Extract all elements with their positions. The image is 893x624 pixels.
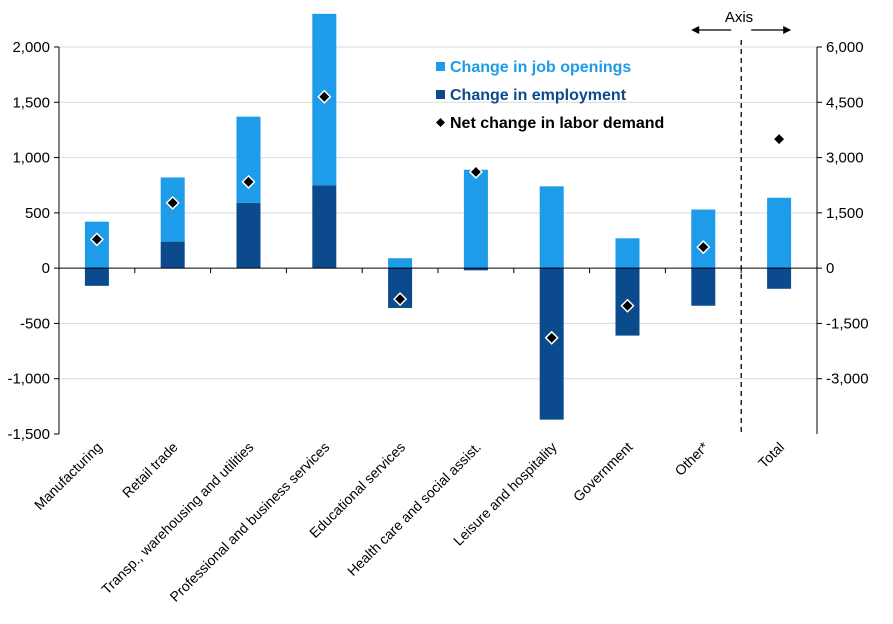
- left-tick-label: 1,500: [12, 94, 50, 111]
- legend-label-net: Net change in labor demand: [450, 115, 664, 132]
- bar-openings-6: [539, 186, 564, 269]
- bar-openings-7: [615, 238, 640, 269]
- legend: Change in job openings Change in employme…: [436, 59, 664, 132]
- bar-employment-1: [160, 241, 185, 269]
- right-axis-ticks: 6,000 4,500 3,000 1,500 0 -1,500 -3,000: [817, 39, 869, 388]
- category-label: Total: [755, 439, 787, 471]
- category-label: Retail trade: [119, 439, 181, 501]
- bar-openings-4: [388, 258, 413, 269]
- right-tick-label: 3,000: [826, 150, 864, 167]
- axis-annotation: Axis: [725, 9, 753, 26]
- right-tick-label: 6,000: [826, 39, 864, 56]
- markers: [89, 89, 787, 345]
- axis-arrowhead-right: [783, 26, 792, 34]
- marker-net-8: [696, 240, 711, 255]
- right-tick-label: -1,500: [826, 315, 869, 332]
- left-tick-label: 500: [25, 205, 50, 222]
- bar-openings-2: [236, 116, 261, 203]
- right-tick-label: 1,500: [826, 205, 864, 222]
- left-tick-label: -1,500: [7, 426, 50, 443]
- legend-label-openings: Change in job openings: [450, 59, 631, 76]
- right-tick-label: -3,000: [826, 371, 869, 388]
- left-tick-label: 0: [42, 260, 50, 277]
- category-label: Manufacturing: [31, 439, 105, 513]
- legend-label-employment: Change in employment: [450, 87, 627, 104]
- legend-swatch-employment: [436, 90, 445, 99]
- bar-employment-9: [767, 268, 792, 289]
- right-tick-label: 0: [826, 260, 834, 277]
- left-axis-ticks: 2,000 1,500 1,000 500 0 -500 -1,000 -1,500: [7, 39, 59, 443]
- category-label: Professional and business services: [166, 439, 332, 605]
- marker-net-0: [89, 232, 104, 247]
- bar-employment-2: [236, 202, 261, 269]
- axis-annotation-label: Axis: [725, 9, 753, 26]
- marker-net-9: [772, 132, 787, 147]
- legend-swatch-openings: [436, 62, 445, 71]
- bars: [84, 13, 792, 420]
- bar-employment-3: [312, 185, 337, 269]
- marker-net-7: [620, 298, 635, 313]
- right-tick-label: 4,500: [826, 94, 864, 111]
- category-label: Government: [570, 439, 636, 505]
- gridlines: [59, 46, 817, 380]
- bar-employment-0: [84, 268, 109, 286]
- category-label: Transp., warehousing and utilities: [98, 439, 256, 597]
- marker-net-5: [468, 164, 483, 180]
- axis-arrowhead-left: [691, 26, 700, 34]
- bar-openings-5: [463, 169, 488, 269]
- marker-net-1: [165, 195, 180, 210]
- category-label: Health care and social assist.: [344, 439, 484, 579]
- bar-openings-8: [691, 209, 716, 269]
- left-tick-label: 2,000: [12, 39, 50, 56]
- left-tick-label: -500: [20, 315, 50, 332]
- bar-employment-8: [691, 268, 716, 306]
- bar-openings-9: [767, 197, 792, 269]
- axes: [58, 26, 818, 434]
- marker-net-3: [317, 89, 332, 104]
- left-tick-label: 1,000: [12, 150, 50, 167]
- category-label: Other*: [671, 438, 711, 478]
- legend-marker-net: [436, 118, 445, 127]
- marker-net-6: [544, 330, 559, 345]
- bar-employment-5: [463, 268, 488, 271]
- left-tick-label: -1,000: [7, 371, 50, 388]
- marker-net-4: [393, 292, 408, 307]
- marker-net-2: [241, 174, 256, 189]
